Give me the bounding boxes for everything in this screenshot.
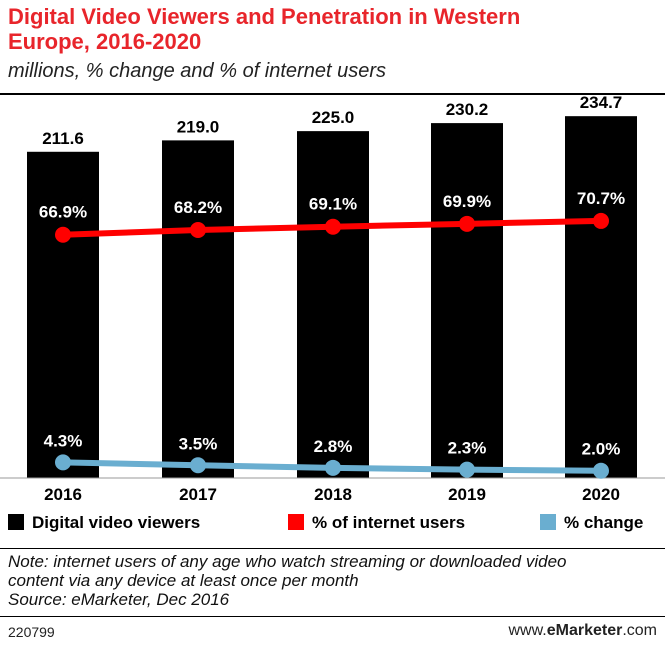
legend-swatch-internet-users: [288, 514, 304, 530]
pct-change-label-2018: 2.8%: [314, 437, 353, 456]
pct-change-label-2020: 2.0%: [582, 440, 621, 459]
x-tick-2020: 2020: [582, 485, 620, 504]
pct-change-point-2019: [459, 461, 475, 478]
legend-label-internet-users: % of internet users: [312, 513, 465, 532]
internet-users-point-2020: [593, 212, 609, 229]
footer-divider: [0, 616, 665, 617]
chart-note: Note: internet users of any age who watc…: [8, 552, 658, 609]
internet-users-point-2017: [190, 222, 206, 238]
legend-swatch-viewers: [8, 514, 24, 530]
internet-users-point-2018: [325, 218, 341, 235]
internet-users-label-2016: 66.9%: [39, 203, 87, 222]
brand-prefix: www.: [508, 622, 547, 639]
brand-suffix: .com: [622, 622, 657, 639]
pct-change-label-2016: 4.3%: [44, 431, 83, 450]
pct-change-label-2019: 2.3%: [448, 439, 487, 458]
pct-change-point-2017: [190, 457, 206, 474]
internet-users-point-2019: [459, 215, 475, 232]
chart-title-line2: Europe, 2016-2020: [8, 29, 202, 54]
x-tick-2016: 2016: [44, 485, 82, 504]
note-line-2: content via any device at least once per…: [8, 571, 359, 590]
note-line-1: Note: internet users of any age who watc…: [8, 552, 567, 571]
x-tick-2018: 2018: [314, 485, 352, 504]
legend-label-pct-change: % change: [564, 513, 643, 532]
chart-title-line1: Digital Video Viewers and Penetration in…: [8, 4, 521, 29]
brand-name: eMarketer: [546, 622, 623, 639]
bar-label-2019: 230.2: [446, 100, 489, 119]
pct-change-point-2020: [593, 462, 609, 479]
bar-label-2017: 219.0: [177, 117, 220, 136]
pct-change-label-2017: 3.5%: [179, 434, 218, 453]
bar-label-2020: 234.7: [580, 93, 623, 112]
pct-change-point-2016: [55, 454, 71, 471]
bar-2017: [162, 140, 234, 478]
pct-change-point-2018: [325, 459, 341, 476]
internet-users-label-2020: 70.7%: [577, 189, 625, 208]
internet-users-label-2019: 69.9%: [443, 192, 491, 211]
brand-link[interactable]: www.eMarketer.com: [508, 622, 657, 640]
chart-title: Digital Video Viewers and Penetration in…: [8, 4, 658, 54]
top-divider: [0, 93, 665, 95]
x-tick-2017: 2017: [179, 485, 217, 504]
bar-2020: [565, 116, 637, 478]
legend-swatch-pct-change: [540, 514, 556, 530]
bar-2016: [27, 151, 99, 479]
legend-label-viewers: Digital video viewers: [32, 513, 200, 532]
internet-users-label-2017: 68.2%: [174, 198, 222, 217]
bar-2018: [297, 131, 369, 478]
internet-users-point-2016: [55, 226, 71, 243]
note-divider: [0, 548, 665, 549]
bar-label-2018: 225.0: [312, 108, 355, 127]
chart-area: 211.6 219.0 225.0 230.2 234.7 2016 2017 2018 201…: [0, 93, 665, 532]
source-line: Source: eMarketer, Dec 2016: [8, 590, 230, 609]
chart-subtitle: millions, % change and % of internet use…: [8, 60, 386, 82]
bar-label-2016: 211.6: [42, 129, 84, 148]
internet-users-label-2018: 69.1%: [309, 195, 357, 214]
bar-2019: [431, 123, 503, 478]
x-tick-2019: 2019: [448, 485, 486, 504]
chart-id: 220799: [8, 624, 55, 640]
